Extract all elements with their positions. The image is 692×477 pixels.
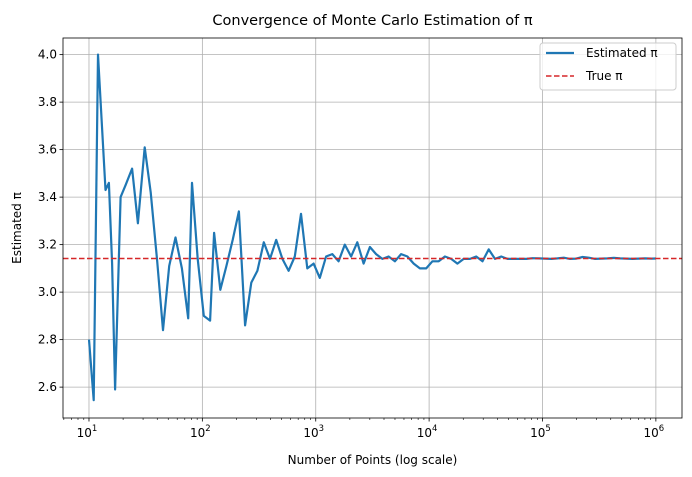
legend-label-estimated: Estimated π <box>586 46 658 60</box>
x-axis: 101 102 103 104 105 106 <box>63 418 665 440</box>
legend-box <box>539 42 677 91</box>
y-tick-label: 3.2 <box>38 238 57 252</box>
chart-title: Convergence of Monte Carlo Estimation of… <box>212 13 532 29</box>
y-tick-label: 2.8 <box>38 333 57 347</box>
x-tick-label: 104 <box>417 424 438 440</box>
y-tick-label: 2.6 <box>38 380 57 394</box>
x-tick-label: 102 <box>190 424 211 440</box>
legend: Estimated π True π <box>539 42 677 91</box>
series-layer <box>63 53 682 402</box>
x-tick-label: 105 <box>530 424 551 440</box>
x-tick-label: 106 <box>644 424 665 440</box>
y-tick-label: 3.6 <box>38 143 57 157</box>
y-axis: 2.6 2.8 3.0 3.2 3.4 3.6 3.8 4.0 <box>38 48 63 394</box>
y-tick-label: 4.0 <box>38 48 57 62</box>
y-tick-label: 3.8 <box>38 95 57 109</box>
x-axis-label: Number of Points (log scale) <box>288 453 458 467</box>
y-tick-label: 3.0 <box>38 285 57 299</box>
y-tick-label: 3.4 <box>38 190 57 204</box>
x-tick-label: 101 <box>77 424 98 440</box>
plot-frame <box>62 37 683 419</box>
legend-label-true: True π <box>585 69 623 83</box>
x-tick-label: 103 <box>303 424 324 440</box>
y-axis-label: Estimated π <box>10 192 24 264</box>
